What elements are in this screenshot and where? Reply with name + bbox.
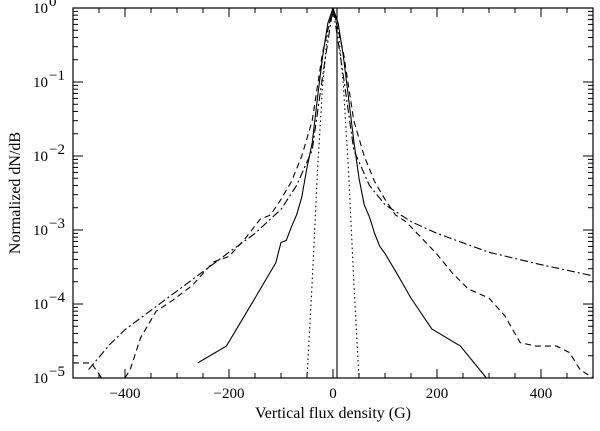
series-layer xyxy=(73,8,593,378)
y-axis-title: Normalized dN/dB xyxy=(7,132,24,254)
series-line-solid xyxy=(197,8,487,378)
plot-frame xyxy=(72,7,594,379)
x-axis-title: Vertical flux density (G) xyxy=(255,405,411,422)
y-tick-label: 10 xyxy=(33,149,48,165)
y-tick-label: 10 xyxy=(33,75,48,91)
y-tick-exponent: −2 xyxy=(49,142,65,158)
x-tick-label: 0 xyxy=(329,386,337,402)
y-tick-exponent: 0 xyxy=(49,0,57,10)
series-line-dashed xyxy=(73,8,593,378)
y-tick-label: 10 xyxy=(33,223,48,239)
x-tick-label: −400 xyxy=(110,386,141,402)
axis-ticks xyxy=(72,7,594,379)
y-tick-exponent: −1 xyxy=(49,68,65,84)
y-tick-exponent: −3 xyxy=(49,216,65,232)
x-tick-label: 200 xyxy=(426,386,449,402)
series-line-dotted xyxy=(306,8,360,378)
series-line-dash-dot xyxy=(88,8,593,370)
x-tick-label: 400 xyxy=(530,386,553,402)
y-tick-label: 10 xyxy=(33,297,48,313)
y-tick-exponent: −5 xyxy=(49,364,65,380)
y-tick-exponent: −4 xyxy=(49,290,65,306)
y-tick-label: 10 xyxy=(33,371,48,387)
x-tick-label: −200 xyxy=(214,386,245,402)
y-tick-label: 10 xyxy=(33,1,48,17)
